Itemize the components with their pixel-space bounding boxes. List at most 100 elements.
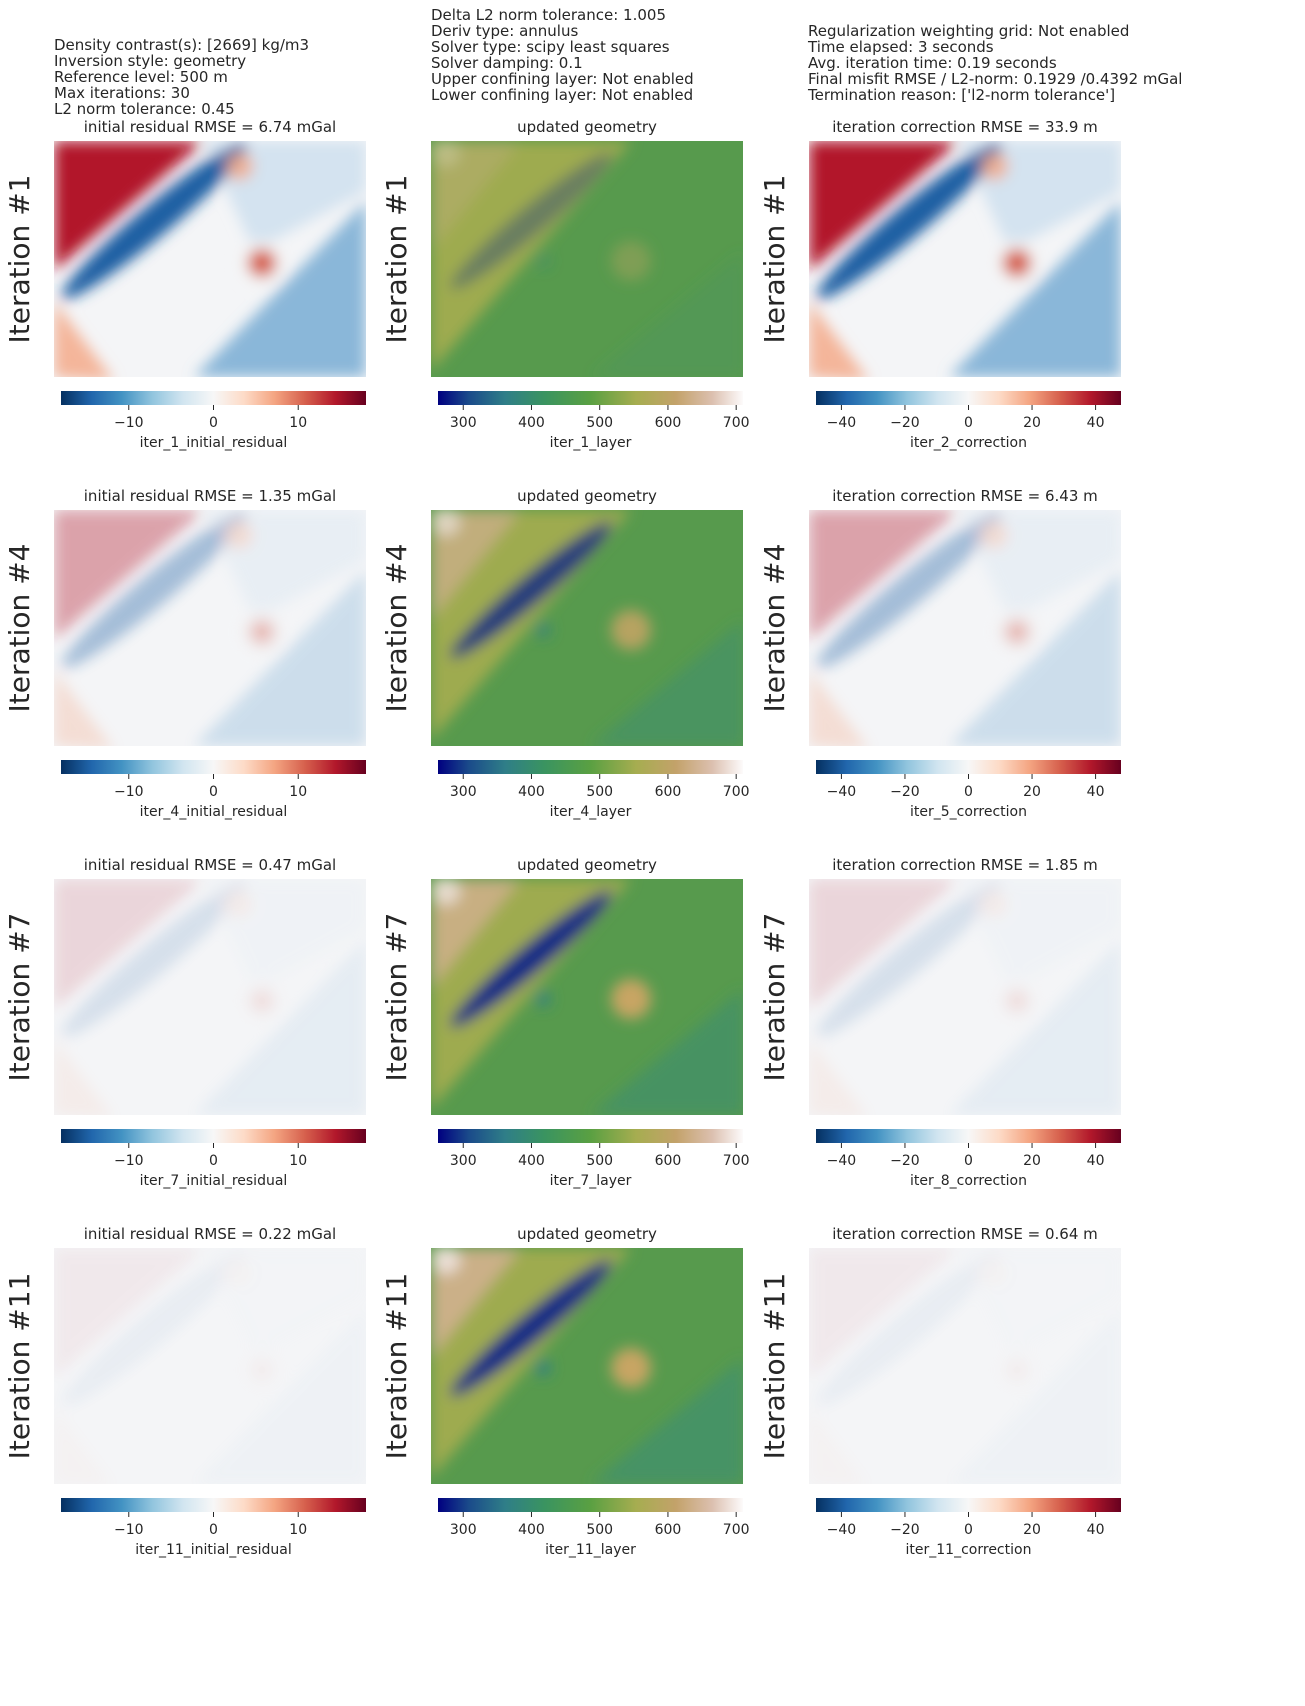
row-label: Iteration #7 <box>3 913 36 1082</box>
pattern <box>431 141 631 371</box>
header-line: Delta L2 norm tolerance: 1.005 <box>431 6 666 24</box>
header-line: Final misfit RMSE / L2-norm: 0.1929 /0.4… <box>808 70 1182 88</box>
colorbar-label: iter_7_layer <box>550 1173 632 1189</box>
header-line: L2 norm tolerance: 0.45 <box>54 100 235 118</box>
pattern <box>809 1248 959 1378</box>
colorbar-label: iter_11_correction <box>906 1542 1032 1558</box>
colorbar-tick-label: −10 <box>114 415 144 431</box>
heatmap-pattern <box>54 879 366 1115</box>
pattern <box>431 510 521 620</box>
pattern <box>809 141 959 271</box>
pattern <box>225 1259 253 1287</box>
colorbar <box>438 1129 743 1143</box>
row-label: Iteration #4 <box>758 544 791 713</box>
colorbar <box>816 1129 1121 1143</box>
pattern <box>432 1248 460 1274</box>
colorbar-tick-label: −20 <box>890 1522 920 1538</box>
row-label: Iteration #11 <box>758 1273 791 1460</box>
pattern <box>949 1308 1121 1484</box>
heatmap-pattern <box>809 879 1121 1115</box>
heatmap-pattern <box>809 141 1121 377</box>
pattern <box>54 670 111 746</box>
colorbar-tick-label: 600 <box>655 415 682 431</box>
colorbar <box>438 1498 743 1512</box>
colorbar <box>61 391 366 405</box>
colorbar-tick-label: −40 <box>827 415 857 431</box>
colorbar-tick-label: 10 <box>289 1522 307 1538</box>
pattern <box>809 510 959 640</box>
colorbar-tick-label: 10 <box>289 415 307 431</box>
colorbar-tick-label: 400 <box>518 1522 545 1538</box>
pattern <box>61 1249 247 1407</box>
pattern <box>816 880 1002 1038</box>
colorbar-tick-label: 600 <box>655 1153 682 1169</box>
panel-title: iteration correction RMSE = 33.9 m <box>832 118 1098 136</box>
colorbar-label: iter_5_correction <box>910 804 1027 820</box>
panel-title: iteration correction RMSE = 6.43 m <box>832 487 1098 505</box>
pattern <box>1003 987 1031 1015</box>
colorbar-tick-label: 0 <box>209 415 218 431</box>
pattern <box>535 991 551 1007</box>
pattern <box>1003 618 1031 646</box>
panel-title: initial residual RMSE = 0.47 mGal <box>84 856 336 874</box>
pattern <box>809 1039 866 1115</box>
pattern <box>535 622 551 638</box>
colorbar <box>61 760 366 774</box>
heatmap <box>431 141 743 377</box>
pattern <box>980 890 1008 918</box>
pattern <box>611 979 651 1019</box>
pattern <box>61 142 247 300</box>
pattern <box>61 511 247 669</box>
heatmap <box>809 1248 1121 1484</box>
header-line: Termination reason: ['l2-norm tolerance'… <box>807 86 1115 104</box>
colorbar-tick-label: 20 <box>1023 415 1041 431</box>
colorbar-tick-label: 0 <box>964 784 973 800</box>
colorbar-tick-label: 400 <box>518 415 545 431</box>
colorbar-tick-label: 700 <box>723 415 750 431</box>
row-label: Iteration #1 <box>3 175 36 344</box>
pattern <box>809 1408 866 1484</box>
panel-title: updated geometry <box>517 1225 657 1243</box>
panel-title: updated geometry <box>517 487 657 505</box>
colorbar-tick-label: 20 <box>1023 1153 1041 1169</box>
colorbar-tick-label: 700 <box>723 784 750 800</box>
row-label: Iteration #11 <box>380 1273 413 1460</box>
panel-title: initial residual RMSE = 1.35 mGal <box>84 487 336 505</box>
colorbar-tick-label: −10 <box>114 1522 144 1538</box>
colorbar-tick-label: 300 <box>450 415 477 431</box>
colorbar-tick-label: 300 <box>450 784 477 800</box>
pattern <box>194 939 366 1115</box>
header-line: Inversion style: geometry <box>54 52 246 70</box>
heatmap-pattern <box>431 879 743 1115</box>
colorbar-tick-label: 600 <box>655 1522 682 1538</box>
colorbar-label: iter_4_initial_residual <box>140 804 288 820</box>
header-line: Regularization weighting grid: Not enabl… <box>808 22 1129 40</box>
pattern <box>54 879 204 1009</box>
colorbar-tick-label: 700 <box>723 1522 750 1538</box>
row-label: Iteration #4 <box>3 544 36 713</box>
colorbar-tick-label: 500 <box>586 1153 613 1169</box>
row-label: Iteration #7 <box>380 913 413 1082</box>
header-line: Time elapsed: 3 seconds <box>807 38 994 56</box>
heatmap <box>431 510 743 746</box>
pattern <box>248 987 276 1015</box>
panel-title: initial residual RMSE = 6.74 mGal <box>84 118 336 136</box>
header-line: Lower confining layer: Not enabled <box>431 86 693 104</box>
colorbar-tick-label: −10 <box>114 784 144 800</box>
pattern <box>611 1348 651 1388</box>
colorbar-label: iter_11_initial_residual <box>135 1542 292 1558</box>
heatmap <box>54 1248 366 1484</box>
pattern <box>61 880 247 1038</box>
colorbar-tick-label: 400 <box>518 784 545 800</box>
heatmap <box>809 510 1121 746</box>
colorbar-label: iter_2_correction <box>910 435 1027 451</box>
colorbar-tick-label: 0 <box>964 1153 973 1169</box>
pattern <box>432 879 460 905</box>
row-label: Iteration #1 <box>758 175 791 344</box>
pattern <box>809 670 866 746</box>
colorbar <box>61 1498 366 1512</box>
colorbar <box>61 1129 366 1143</box>
pattern <box>450 521 612 659</box>
pattern <box>816 1249 1002 1407</box>
